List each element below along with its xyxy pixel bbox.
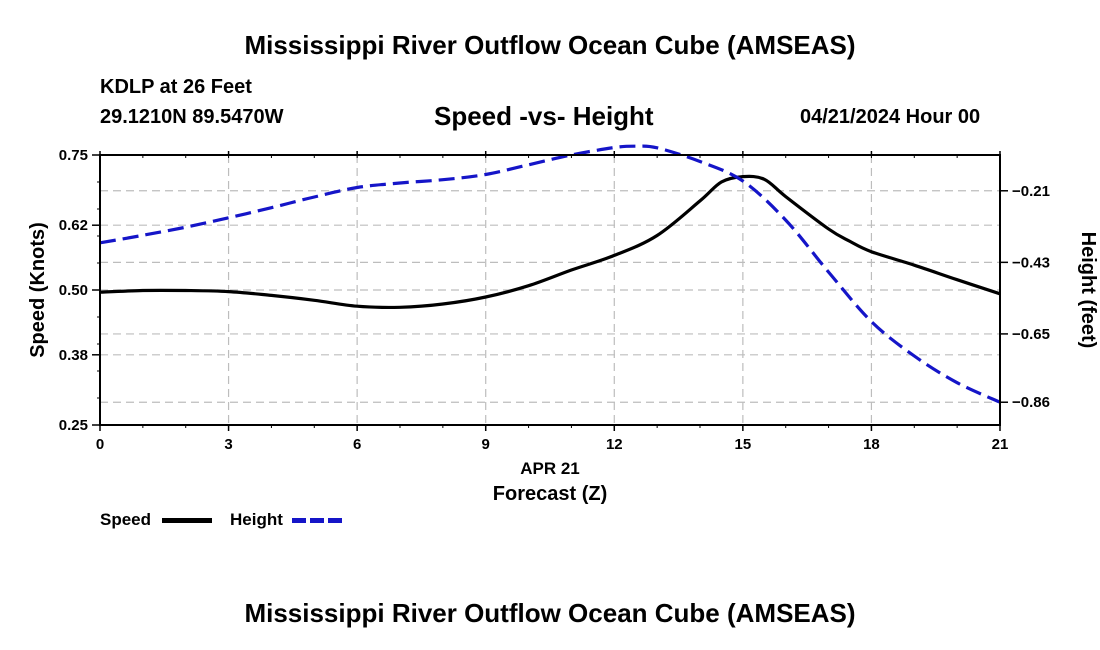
series-line-speed — [99, 174, 1001, 310]
x-tick-label: 9 — [482, 436, 490, 453]
coordinates-label: 29.1210N 89.5470W — [100, 106, 284, 128]
x-date-label: APR 21 — [520, 459, 580, 478]
y-right-axis-title: Height (feet) — [1077, 232, 1099, 349]
x-tick-label: 6 — [353, 436, 361, 453]
y-right-tick-label: −0.86 — [1012, 394, 1050, 411]
x-tick-label: 3 — [224, 436, 232, 453]
y-left-tick-label: 0.62 — [59, 217, 88, 234]
axis-ticks: 0 3 6 9 12 15 18 21 0.25 0.38 0.50 0.62 0.75 −0.86 −0.… — [59, 147, 1050, 453]
x-tick-label: 0 — [96, 436, 104, 453]
y-left-tick-label: 0.50 — [59, 282, 88, 299]
legend-height-label: Height — [230, 510, 283, 529]
y-left-tick-label: 0.38 — [59, 347, 88, 364]
x-tick-label: 15 — [735, 436, 752, 453]
station-label: KDLP at 26 Feet — [100, 76, 252, 98]
x-tick-label: 21 — [992, 436, 1009, 453]
main-title: Mississippi River Outflow Ocean Cube (AM… — [244, 30, 856, 60]
forecast-datetime: 04/21/2024 Hour 00 — [800, 106, 981, 128]
legend-height-swatch — [292, 518, 342, 523]
legend-speed-swatch — [162, 518, 212, 523]
y-right-tick-label: −0.43 — [1012, 254, 1050, 271]
y-left-tick-label: 0.25 — [59, 417, 88, 434]
x-axis-title: Forecast (Z) — [493, 483, 607, 505]
chart-subtitle: Speed -vs- Height — [434, 101, 654, 131]
x-tick-label: 12 — [606, 436, 623, 453]
y-right-tick-label: −0.21 — [1012, 183, 1050, 200]
y-left-axis-title: Speed (Knots) — [27, 222, 49, 358]
y-right-tick-label: −0.65 — [1012, 326, 1050, 343]
footer-title: Mississippi River Outflow Ocean Cube (AM… — [244, 598, 856, 628]
series-lines — [99, 144, 1001, 404]
grid-lines — [100, 155, 1000, 425]
series-line-height — [99, 144, 1001, 404]
y-left-tick-label: 0.75 — [59, 147, 88, 164]
x-tick-label: 18 — [863, 436, 880, 453]
legend-speed-label: Speed — [100, 510, 152, 529]
